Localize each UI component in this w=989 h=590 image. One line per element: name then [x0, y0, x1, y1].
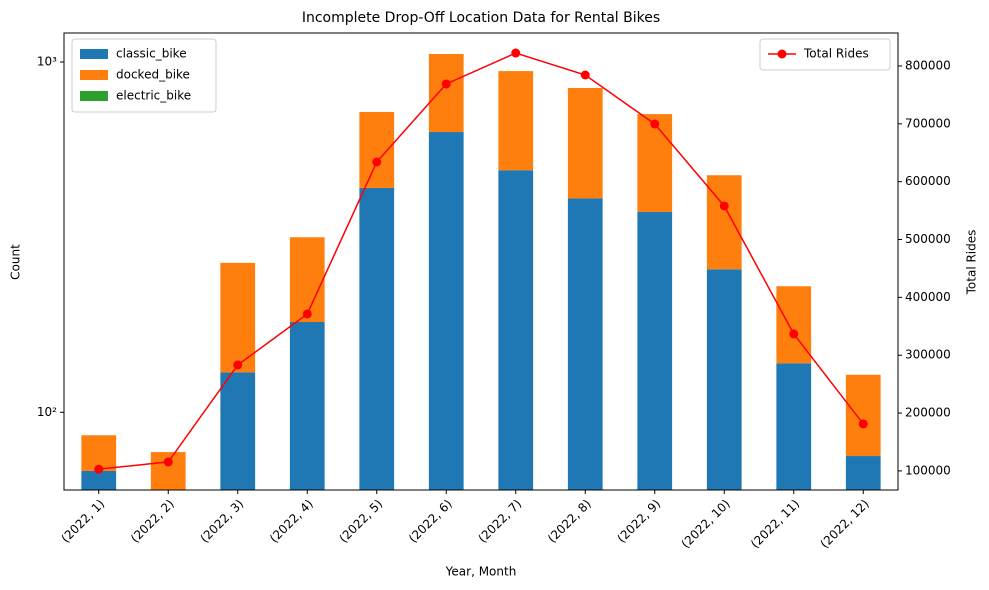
x-tick-label: (2022, 9) [614, 497, 663, 546]
x-tick-label: (2022, 5) [336, 497, 385, 546]
legend-box [759, 38, 891, 71]
x-tick-label: (2022, 10) [679, 497, 733, 551]
bar-segment [498, 170, 534, 490]
legend-label: docked_bike [116, 68, 190, 82]
x-tick-label: (2022, 11) [748, 497, 802, 551]
bar-segment [359, 187, 395, 490]
legend-label: classic_bike [116, 47, 187, 61]
chart-title: Incomplete Drop-Off Location Data for Re… [302, 10, 660, 26]
y2-tick-label: 600000 [905, 174, 951, 188]
bar-segment [776, 286, 812, 364]
legend-swatch [80, 70, 108, 80]
plot-frame [63, 32, 899, 491]
legend-swatch [80, 49, 108, 59]
y2-tick-label: 800000 [905, 58, 951, 72]
y2-tick-label: 200000 [905, 406, 951, 420]
line-marker [163, 457, 173, 467]
x-tick-label: (2022, 6) [406, 497, 455, 546]
bar-segment [706, 269, 742, 490]
x-tick-label: (2022, 1) [58, 497, 107, 546]
bar-segment [289, 237, 325, 323]
y2-tick-label: 700000 [905, 116, 951, 130]
line-marker [233, 360, 243, 370]
bar-segment [428, 53, 464, 133]
y2-tick-label: 400000 [905, 290, 951, 304]
bar-segment [637, 114, 673, 213]
x-tick-label: (2022, 8) [545, 497, 594, 546]
y2-tick-label: 100000 [905, 463, 951, 477]
bar-segment [706, 175, 742, 270]
x-tick-label: (2022, 4) [267, 497, 316, 546]
x-tick-label: (2022, 7) [475, 497, 524, 546]
line-marker [789, 329, 799, 339]
bar-segment [845, 374, 881, 457]
bar-segment [637, 212, 673, 490]
y2-tick-label: 300000 [905, 348, 951, 362]
bar-segment [845, 456, 881, 490]
bar-segment [776, 363, 812, 490]
line [98, 52, 864, 470]
line-marker [302, 309, 312, 319]
bar-segment [220, 262, 256, 373]
bar-segment [567, 198, 603, 490]
bar-segment [81, 470, 117, 490]
line-marker [94, 464, 104, 474]
line-marker [858, 419, 868, 429]
line-marker [719, 201, 729, 211]
legend-label: Total Rides [803, 47, 869, 61]
legend-marker [777, 49, 787, 59]
x-tick-label: (2022, 12) [818, 497, 872, 551]
x-tick-label: (2022, 2) [128, 497, 177, 546]
y-tick-label: 10³ [37, 54, 57, 68]
line-marker [650, 119, 660, 129]
line-marker [511, 48, 521, 58]
y2-tick-label: 500000 [905, 232, 951, 246]
bar-segment [428, 132, 464, 490]
legend-label: electric_bike [116, 89, 191, 103]
plot-area [81, 48, 881, 490]
line-marker [372, 157, 382, 167]
bar-segment [567, 87, 603, 199]
bar-segment [498, 71, 534, 171]
y-axis-label: Count [9, 244, 23, 280]
y-tick-label: 10² [37, 405, 57, 419]
bar-segment [289, 322, 325, 490]
legend-swatch [80, 91, 108, 101]
line-marker [441, 79, 451, 89]
x-tick-label: (2022, 3) [197, 497, 246, 546]
y2-axis-label: Total Rides [965, 230, 979, 296]
bar-segment [359, 111, 395, 188]
bar-segment [220, 372, 256, 490]
x-axis-label: Year, Month [445, 565, 517, 579]
line-marker [580, 70, 590, 80]
